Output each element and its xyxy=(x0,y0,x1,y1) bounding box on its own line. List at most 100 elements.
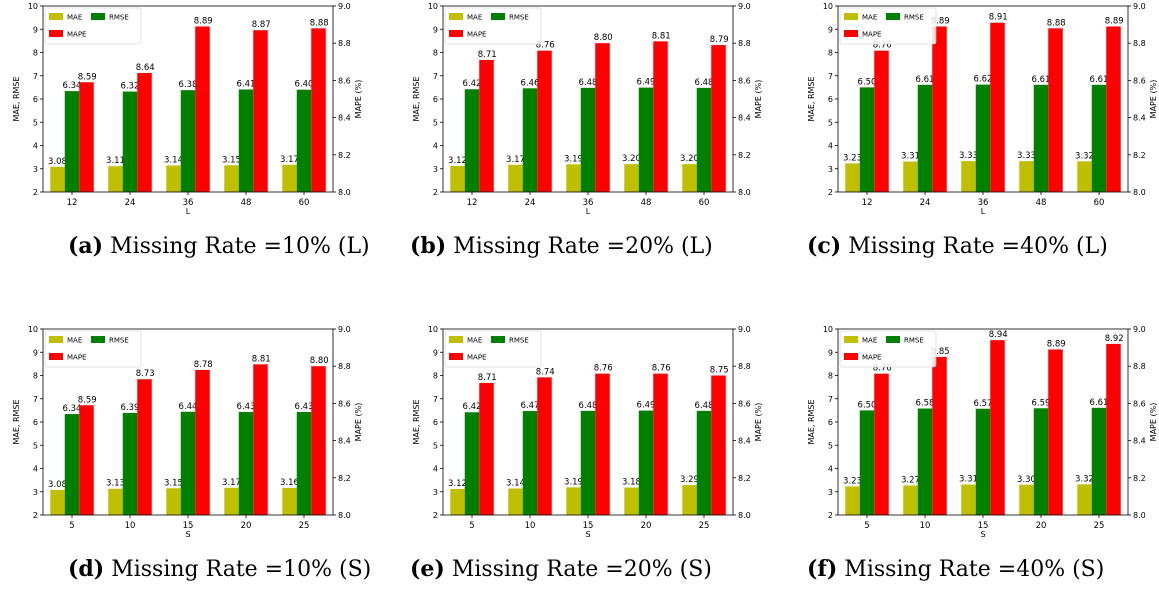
caption-label: (b) xyxy=(410,233,447,259)
x-tick-label: 15 xyxy=(978,521,989,531)
y-axis-label: MAE, RMSE xyxy=(12,399,21,444)
bars: 3.12 3.17 3.19 3.20 3.20 6.42 6.46 6.48 6.49 6.48… xyxy=(448,31,729,193)
legend-box xyxy=(444,7,542,45)
bar-rmse-15 xyxy=(975,408,991,515)
data-label-rmse: 6.41 xyxy=(237,79,256,89)
bar-mae-15 xyxy=(166,488,181,515)
x-tick-label: 20 xyxy=(1036,521,1047,531)
data-label-rmse: 6.61 xyxy=(1032,75,1051,85)
y2-tick-label: 8.4 xyxy=(338,437,351,446)
bar-rmse-10 xyxy=(122,412,138,515)
y-tick-label: 2 xyxy=(828,188,833,197)
y-tick-label: 10 xyxy=(428,325,438,334)
legend-swatch-rmse xyxy=(886,336,900,343)
bar-mape-60 xyxy=(311,28,326,192)
bar-rmse-25 xyxy=(296,412,312,515)
bar-mape-48 xyxy=(253,30,268,193)
legend-label-mae: MAE xyxy=(862,14,877,22)
chart-b: 3.12 3.17 3.19 3.20 3.20 6.42 6.46 6.48 6.49 6.48… xyxy=(412,2,763,216)
y-axis-label: MAE, RMSE xyxy=(12,76,21,121)
caption-label: (a) xyxy=(68,233,104,259)
y-tick-label: 5 xyxy=(433,441,438,450)
bar-mae-20 xyxy=(224,487,239,515)
data-label-mape: 8.88 xyxy=(310,18,329,28)
y-tick-label: 8 xyxy=(433,49,438,58)
bar-mae-48 xyxy=(1019,161,1034,192)
data-label-rmse: 6.47 xyxy=(521,401,540,411)
legend-label-rmse: RMSE xyxy=(509,14,529,22)
y-tick-label: 8 xyxy=(828,49,833,58)
data-label-rmse: 6.42 xyxy=(463,79,482,89)
bar-mape-48 xyxy=(1048,28,1063,192)
data-label-rmse: 6.49 xyxy=(637,78,656,88)
x-tick-label: 5 xyxy=(469,521,474,531)
legend-box xyxy=(44,7,142,45)
chart-f: 3.23 3.27 3.31 3.30 3.32 6.50 6.58 6.57 6.59 6.61… xyxy=(807,325,1158,539)
y-tick-label: 10 xyxy=(28,325,38,334)
bar-rmse-36 xyxy=(975,84,991,192)
data-label-mape: 8.76 xyxy=(594,364,613,374)
bar-mae-15 xyxy=(566,487,581,515)
x-tick-label: 5 xyxy=(864,521,869,531)
data-label-mape: 8.59 xyxy=(78,72,97,82)
bar-mae-5 xyxy=(50,489,65,515)
y-tick-label: 8 xyxy=(33,49,38,58)
legend-swatch-rmse xyxy=(491,13,505,20)
bars: 3.12 3.14 3.19 3.18 3.29 6.42 6.47 6.48 6.49 6.48… xyxy=(448,364,729,515)
legend-swatch-mape xyxy=(449,30,463,37)
panel-b: 3.12 3.17 3.19 3.20 3.20 6.42 6.46 6.48 6.49 6.48… xyxy=(405,0,780,262)
data-label-mae: 3.29 xyxy=(680,475,699,485)
legend-box xyxy=(44,330,142,368)
data-label-rmse: 6.50 xyxy=(858,400,877,410)
bar-mape-10 xyxy=(932,356,947,515)
bar-rmse-20 xyxy=(238,412,254,515)
bar-mae-48 xyxy=(224,165,239,192)
bar-mape-12 xyxy=(874,50,889,192)
y2-tick-label: 8.0 xyxy=(1133,511,1146,520)
y2-tick-label: 8.8 xyxy=(1133,39,1146,48)
data-label-mae: 3.14 xyxy=(506,479,525,489)
legend-swatch-rmse xyxy=(491,336,505,343)
y2-tick-label: 8.0 xyxy=(338,188,351,197)
y-tick-label: 5 xyxy=(828,441,833,450)
legend: MAE RMSE MAPE xyxy=(444,330,542,368)
legend-label-mape: MAPE xyxy=(67,354,86,362)
y-tick-label: 7 xyxy=(433,395,438,404)
bar-mae-24 xyxy=(903,161,918,192)
panel-e: 3.12 3.14 3.19 3.18 3.29 6.42 6.47 6.48 6.49 6.48… xyxy=(405,323,780,585)
panel-c: 3.23 3.31 3.33 3.33 3.32 6.50 6.61 6.62 6.61 6.61… xyxy=(800,0,1159,262)
caption-c: (c) Missing Rate =40% (L) xyxy=(807,233,1108,259)
x-tick-label: 15 xyxy=(583,521,594,531)
bar-mape-60 xyxy=(711,45,726,193)
bar-rmse-10 xyxy=(917,408,933,515)
data-label-rmse: 6.38 xyxy=(179,80,198,90)
y-tick-label: 4 xyxy=(828,465,833,474)
data-label-mape: 8.87 xyxy=(252,20,271,30)
bar-mape-24 xyxy=(137,72,152,192)
bar-mape-15 xyxy=(195,369,210,515)
data-label-rmse: 6.34 xyxy=(63,81,82,91)
bar-mape-12 xyxy=(79,82,94,192)
data-label-rmse: 6.61 xyxy=(916,75,935,85)
y-tick-label: 4 xyxy=(433,465,438,474)
y2-tick-label: 8.8 xyxy=(738,39,751,48)
y2-axis-label: MAPE (%) xyxy=(1149,403,1158,442)
x-tick-label: 48 xyxy=(241,198,252,208)
data-label-mape: 8.76 xyxy=(652,364,671,374)
caption-label: (e) xyxy=(410,556,445,582)
x-tick-label: 36 xyxy=(978,198,989,208)
y-tick-label: 2 xyxy=(33,511,38,520)
y-axis-label: MAE, RMSE xyxy=(412,76,421,121)
bar-mae-20 xyxy=(624,487,639,515)
data-label-mae: 3.18 xyxy=(622,478,641,488)
data-label-mape: 8.81 xyxy=(652,31,671,41)
bar-mape-5 xyxy=(79,405,94,515)
legend-swatch-rmse xyxy=(91,336,105,343)
bar-mape-25 xyxy=(1106,343,1121,515)
x-tick-label: 25 xyxy=(699,521,710,531)
data-label-mape: 8.78 xyxy=(194,360,213,370)
data-label-mape: 8.76 xyxy=(873,364,892,374)
y2-tick-label: 8.2 xyxy=(338,151,351,160)
y-tick-label: 5 xyxy=(433,118,438,127)
legend-label-mape: MAPE xyxy=(862,31,881,39)
